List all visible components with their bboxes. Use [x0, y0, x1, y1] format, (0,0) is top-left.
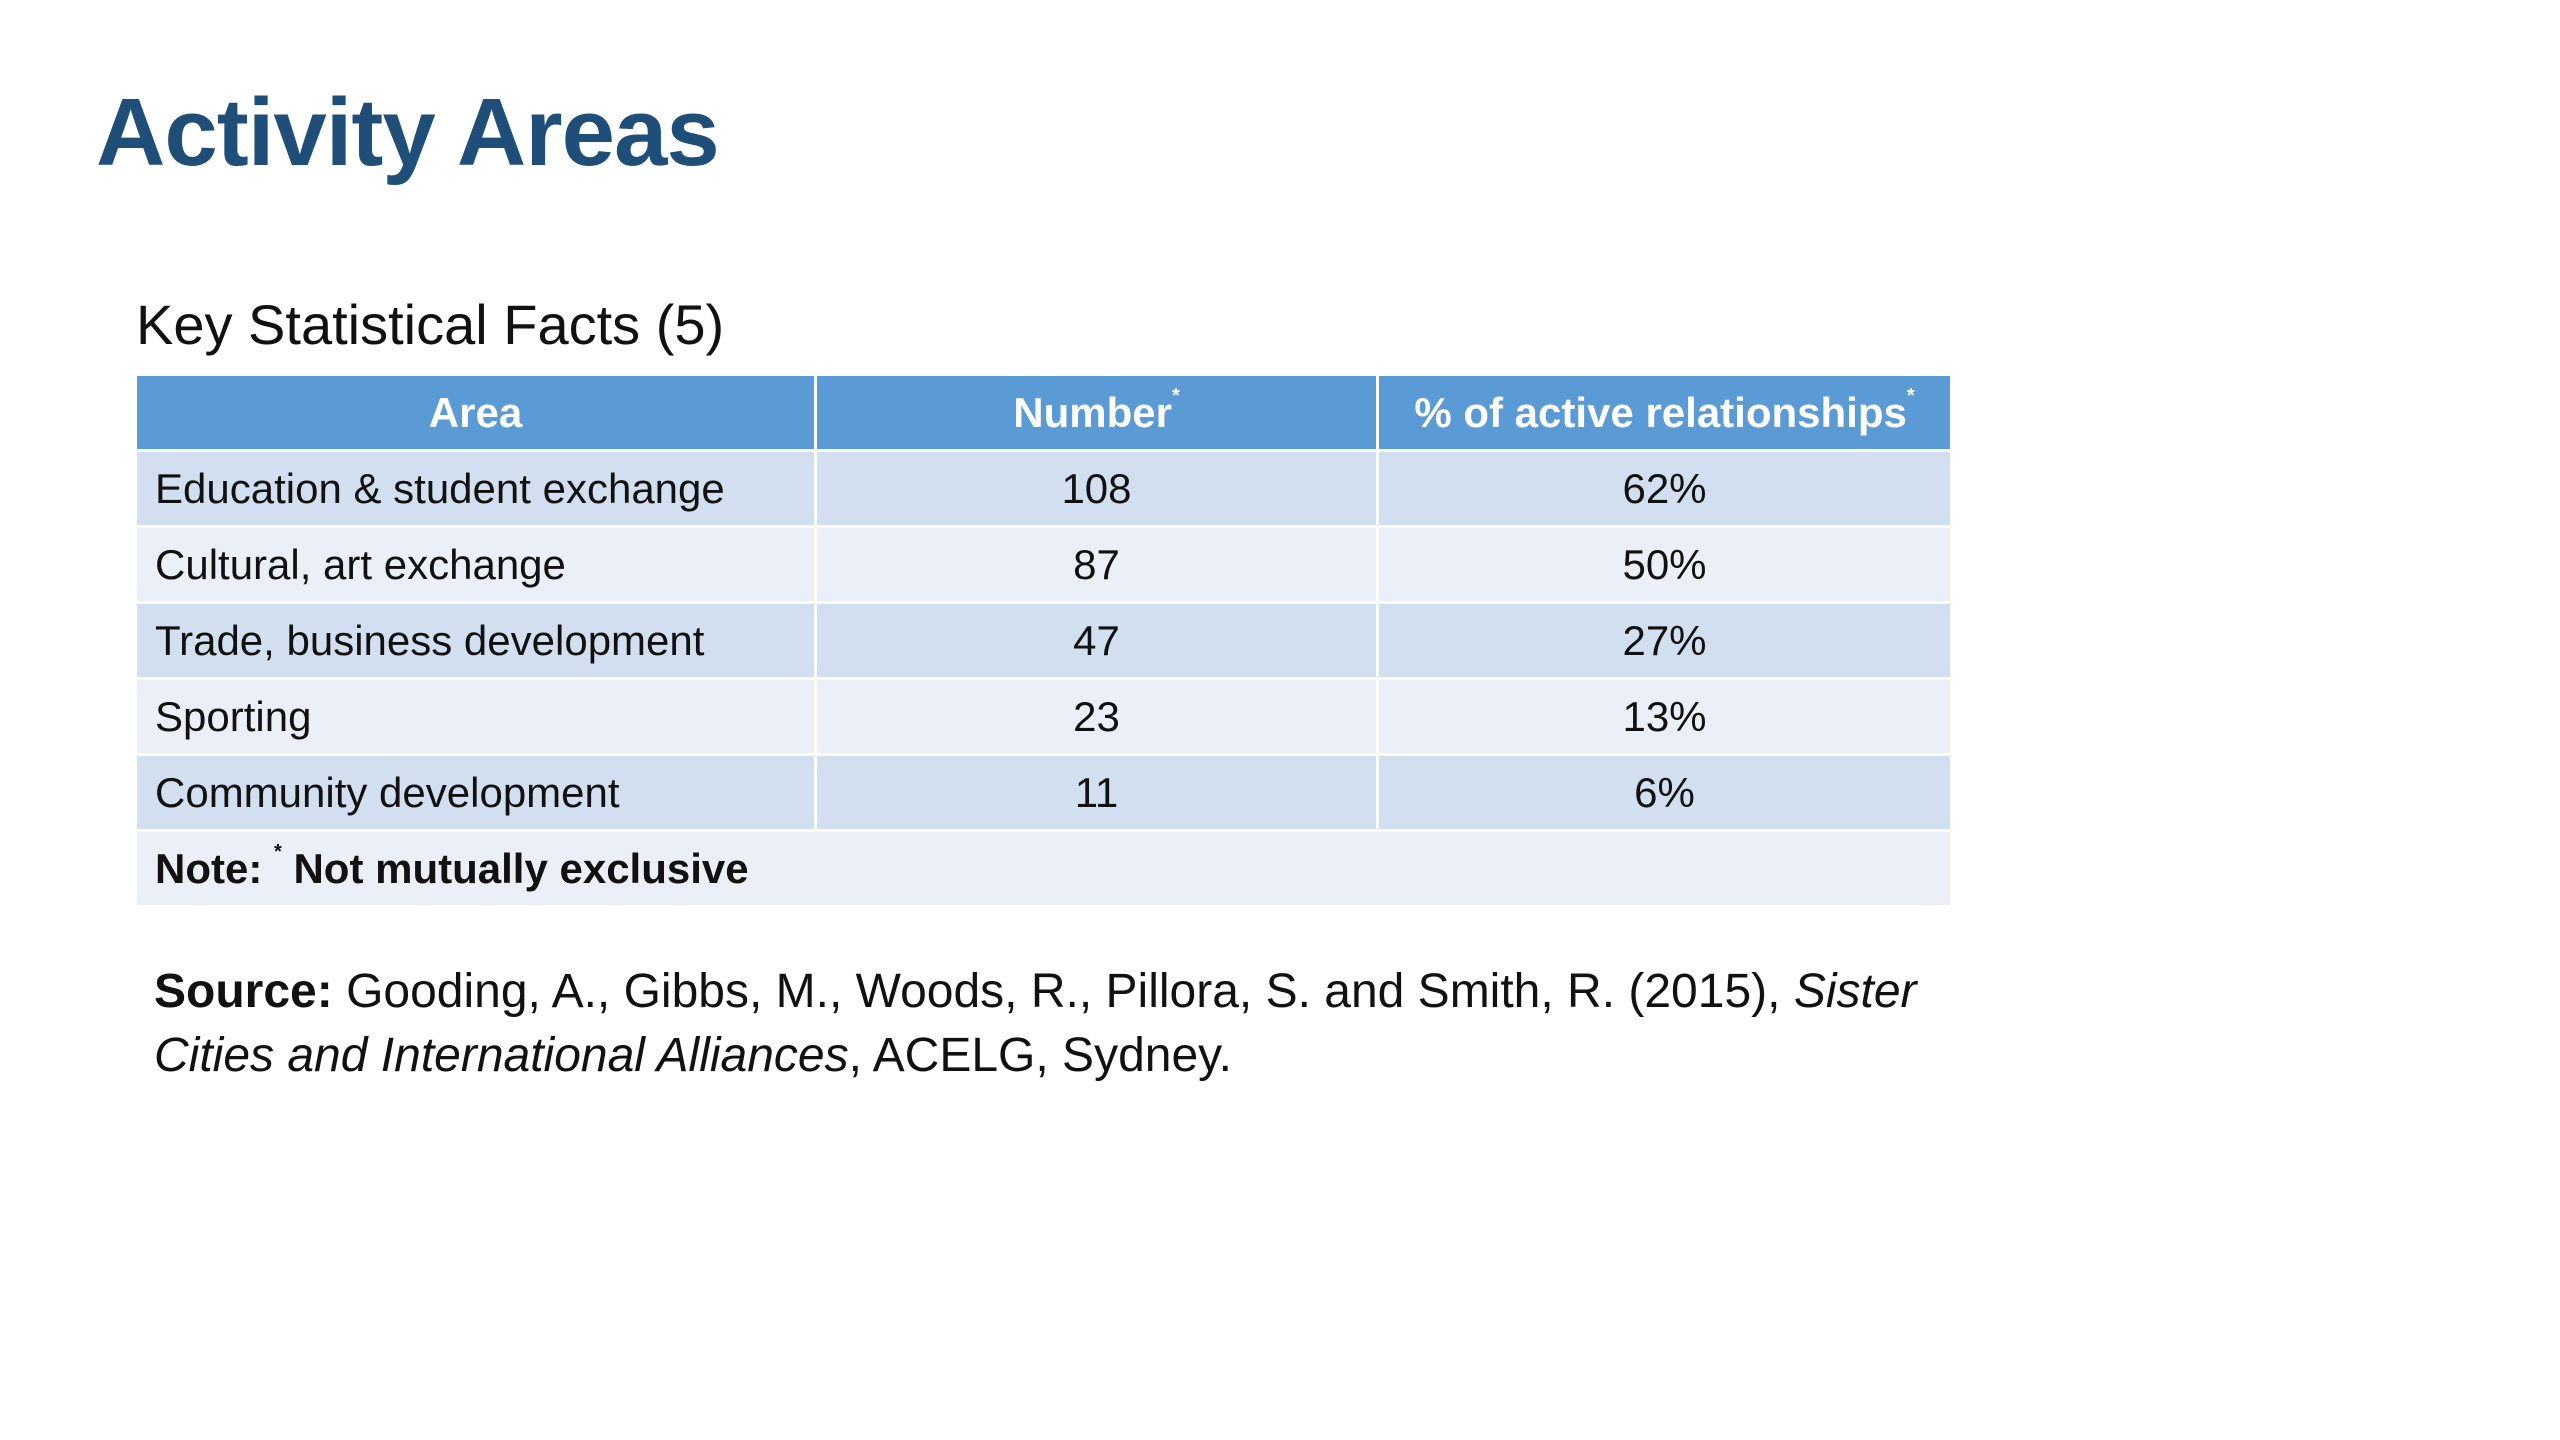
- source-label: Source:: [154, 965, 333, 1018]
- table-row: Trade, business development 47 27%: [134, 601, 1953, 680]
- table-row: Cultural, art exchange 87 50%: [134, 525, 1953, 604]
- table-header-row: Area Number* % of active relationships*: [134, 373, 1953, 452]
- header-number: Number*: [814, 373, 1379, 452]
- source-publisher: , ACELG, Sydney.: [848, 1029, 1232, 1082]
- cell-number: 47: [814, 601, 1379, 680]
- cell-number: 87: [814, 525, 1379, 604]
- header-area: Area: [134, 373, 817, 452]
- header-percent-footnote-mark: *: [1906, 384, 1915, 407]
- cell-percent: 62%: [1376, 449, 1953, 528]
- note-footnote-mark: *: [274, 840, 282, 863]
- cell-percent: 27%: [1376, 601, 1953, 680]
- table-row: Sporting 23 13%: [134, 677, 1953, 756]
- source-authors: Gooding, A., Gibbs, M., Woods, R., Pillo…: [346, 965, 1781, 1018]
- cell-number: 108: [814, 449, 1379, 528]
- note-text: Not mutually exclusive: [293, 844, 749, 892]
- table-row: Education & student exchange 108 62%: [134, 449, 1953, 528]
- cell-number: 23: [814, 677, 1379, 756]
- cell-area: Trade, business development: [134, 601, 817, 680]
- table-row: Community development 11 6%: [134, 753, 1953, 832]
- table-caption: Key Statistical Facts (5): [136, 293, 725, 356]
- statistics-table: Area Number* % of active relationships* …: [134, 373, 1953, 908]
- table-note: Note: * Not mutually exclusive: [134, 829, 1953, 908]
- cell-area: Education & student exchange: [134, 449, 817, 528]
- cell-number: 11: [814, 753, 1379, 832]
- cell-percent: 50%: [1376, 525, 1953, 604]
- header-percent: % of active relationships*: [1376, 373, 1953, 452]
- slide-title: Activity Areas: [96, 79, 720, 186]
- cell-area: Cultural, art exchange: [134, 525, 817, 604]
- cell-area: Sporting: [134, 677, 817, 756]
- cell-area: Community development: [134, 753, 817, 832]
- source-citation: Source: Gooding, A., Gibbs, M., Woods, R…: [154, 960, 1954, 1088]
- source-publication-title: Sister Cities and International Alliance…: [154, 965, 1917, 1082]
- header-number-footnote-mark: *: [1171, 384, 1180, 407]
- table-note-row: Note: * Not mutually exclusive: [134, 829, 1953, 908]
- note-label: Note:: [155, 844, 263, 892]
- cell-percent: 6%: [1376, 753, 1953, 832]
- cell-percent: 13%: [1376, 677, 1953, 756]
